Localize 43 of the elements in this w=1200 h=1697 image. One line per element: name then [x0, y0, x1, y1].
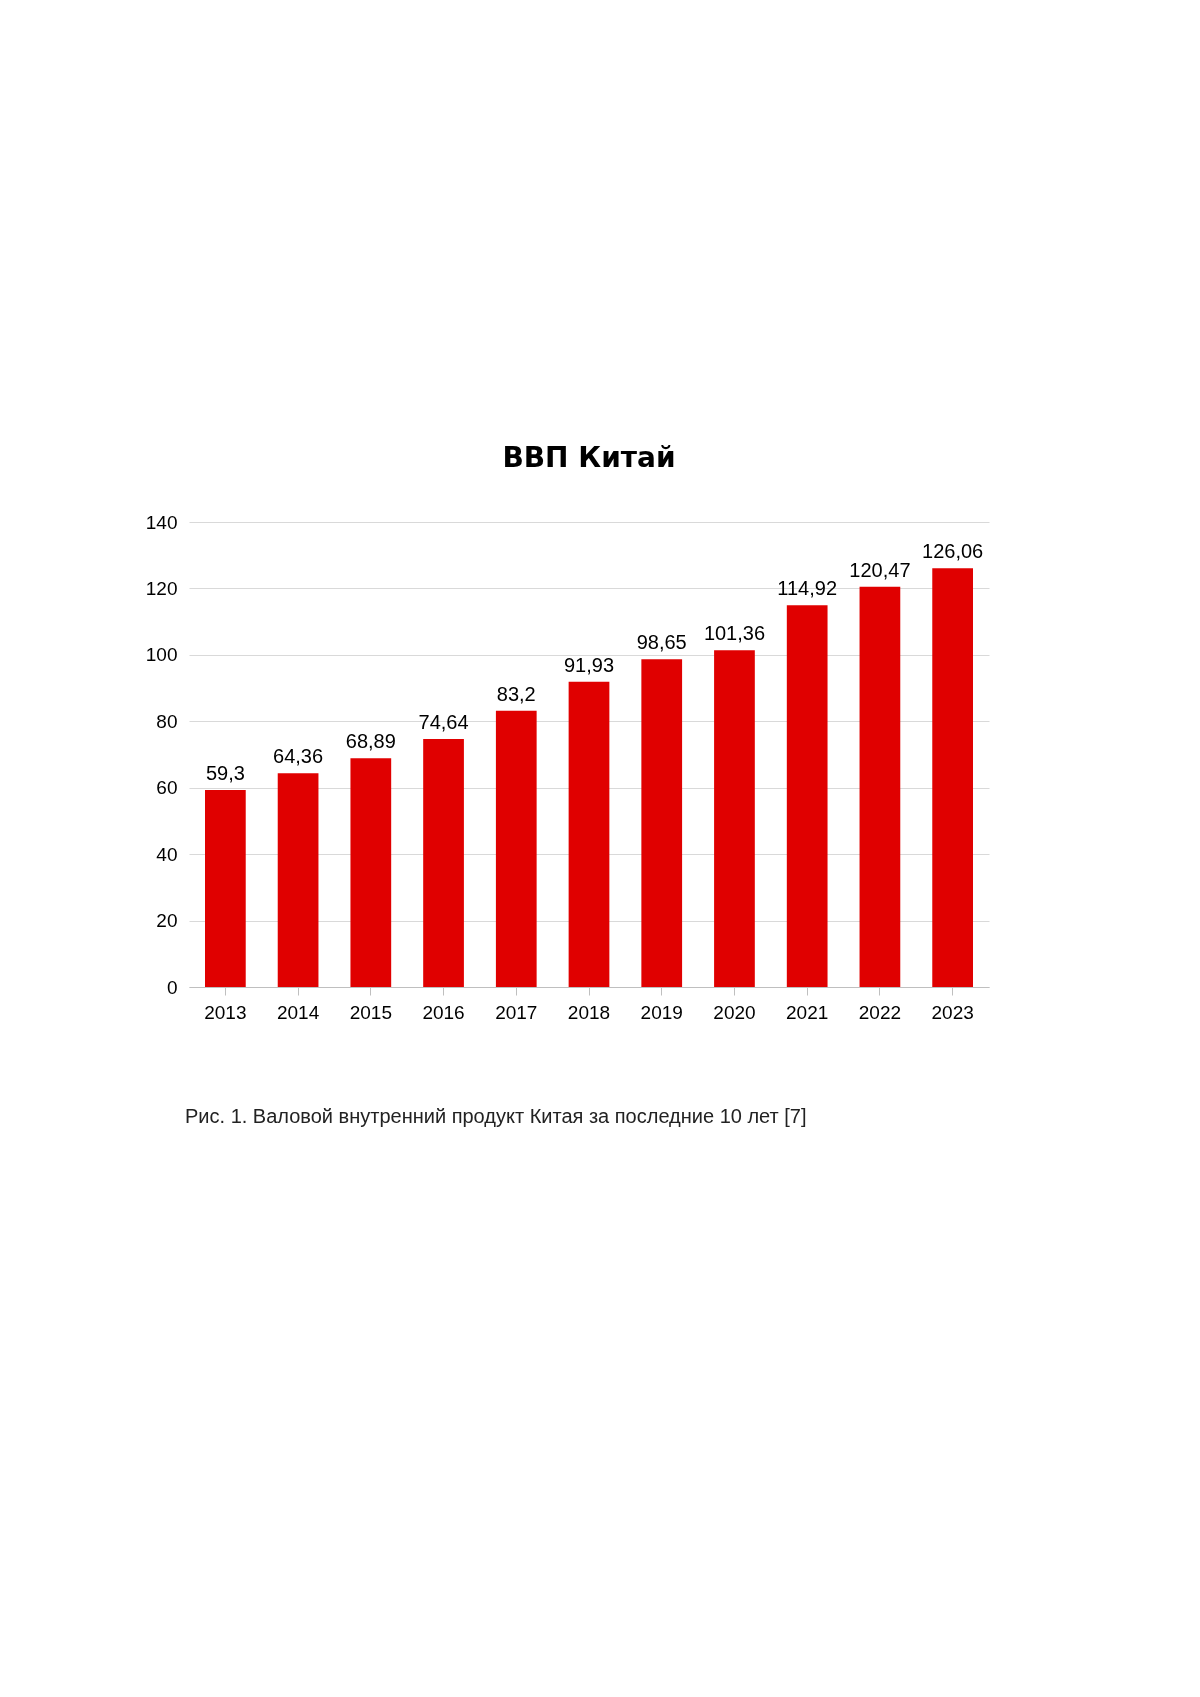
bar: [714, 650, 755, 987]
bar: [350, 758, 392, 987]
bar: [859, 586, 901, 987]
x-tick-label: 2018: [567, 1001, 611, 1023]
data-label: 101,36: [703, 622, 766, 645]
bar: [641, 659, 683, 987]
data-label: 68,89: [345, 730, 396, 753]
bar: [568, 681, 610, 987]
y-tick-label: 40: [156, 843, 178, 865]
y-tick-label: 120: [145, 577, 178, 599]
data-label: 74,64: [418, 711, 469, 734]
y-tick-label: 60: [156, 777, 178, 799]
x-tick-label: 2021: [786, 1001, 829, 1023]
data-label: 91,93: [563, 653, 615, 676]
data-label: 98,65: [636, 631, 687, 654]
data-label: 126,06: [922, 540, 984, 563]
y-tick-label: 100: [145, 644, 178, 666]
data-label: 114,92: [777, 577, 838, 600]
data-label: 120,47: [849, 558, 911, 581]
x-tick-label: 2017: [495, 1001, 538, 1023]
x-tick-label: 2015: [349, 1001, 392, 1023]
chart-title: ВВП Китай: [502, 441, 676, 474]
data-label: 64,36: [273, 745, 324, 768]
bar: [495, 710, 537, 987]
bar: [932, 568, 973, 987]
text: Рис. 1. Валовой внутренний продукт Китая за последние 10 лет [7]: [185, 1105, 807, 1128]
y-tick-label: 140: [145, 511, 178, 533]
bar: [423, 739, 464, 987]
x-tick-label: 2020: [713, 1001, 756, 1023]
data-label: 83,2: [496, 682, 536, 705]
bar: [277, 773, 319, 987]
x-tick-label: 2019: [640, 1001, 683, 1023]
x-tick-label: 2023: [931, 1001, 974, 1023]
x-tick-label: 2013: [204, 1001, 247, 1023]
bar: [205, 790, 246, 987]
x-tick-label: 2022: [858, 1001, 902, 1023]
data-label: 59,3: [205, 762, 245, 785]
bar: [786, 605, 828, 987]
y-tick-label: 20: [156, 910, 178, 932]
y-tick-label: 80: [156, 710, 178, 732]
x-tick-label: 2014: [276, 1001, 320, 1023]
x-tick-label: 2016: [422, 1001, 465, 1023]
y-tick-label: 0: [166, 976, 178, 998]
